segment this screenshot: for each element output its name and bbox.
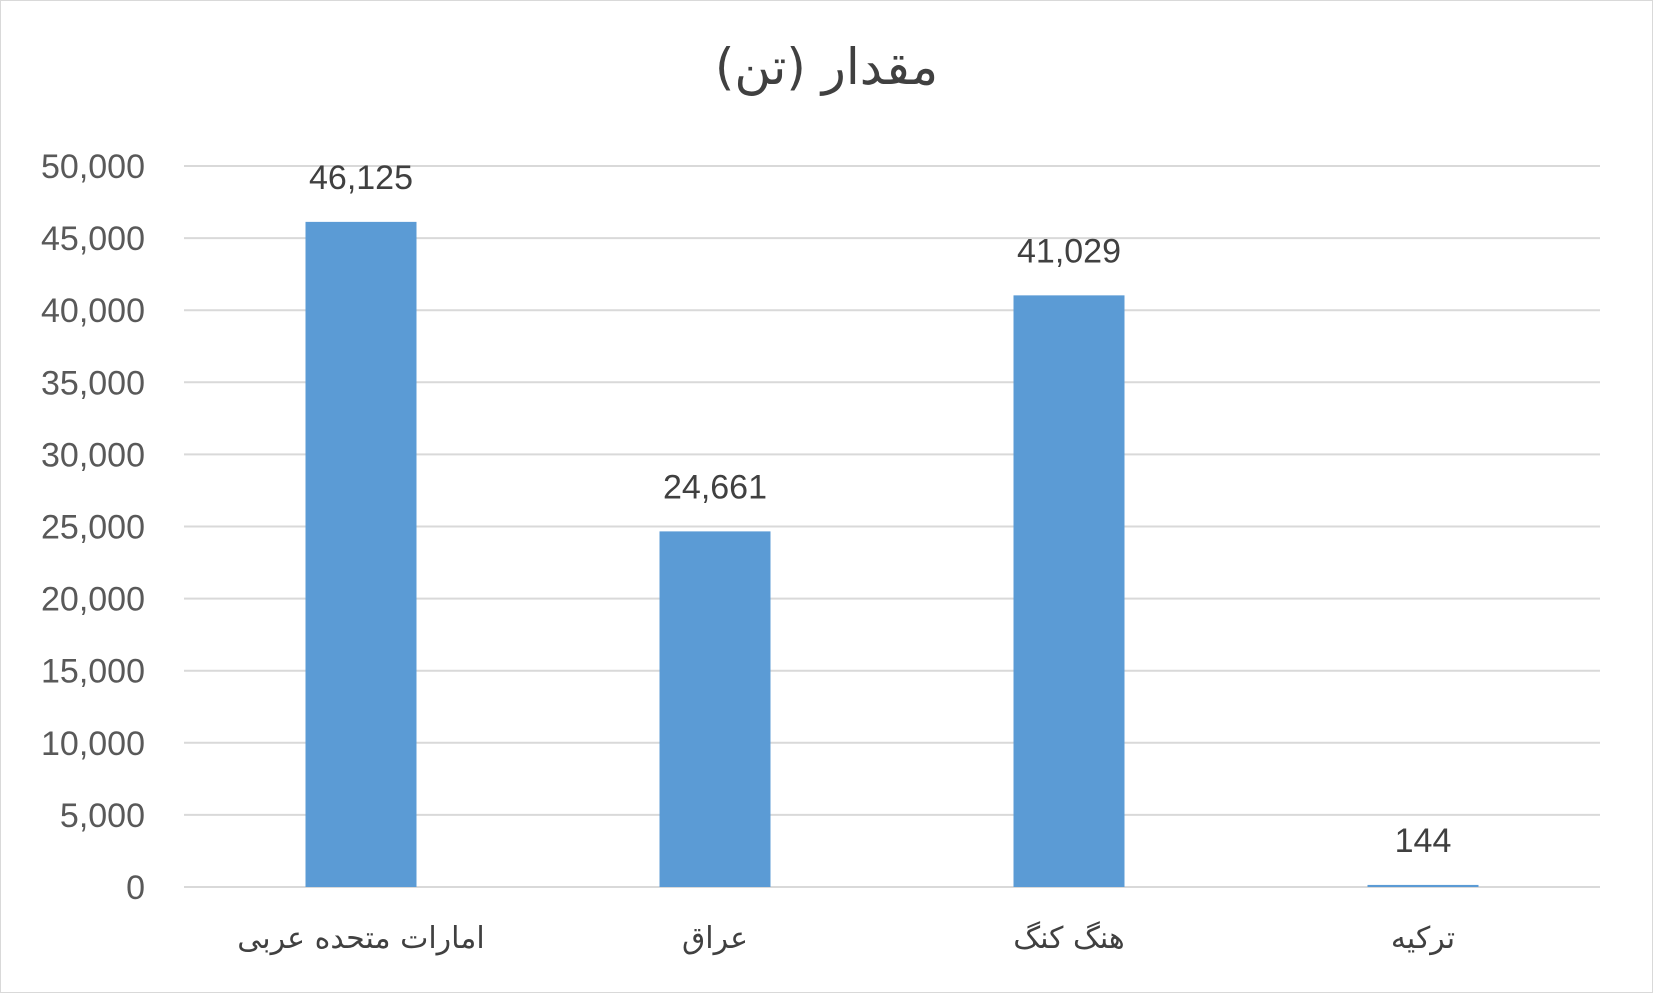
y-tick-label: 35,000 bbox=[41, 364, 145, 402]
data-label: 24,661 bbox=[663, 468, 767, 506]
bars bbox=[305, 221, 1479, 887]
y-tick-label: 25,000 bbox=[41, 509, 145, 547]
y-tick-label: 30,000 bbox=[41, 436, 145, 474]
chart-title: مقدار (تن) bbox=[714, 38, 939, 96]
bar bbox=[1367, 884, 1479, 887]
category-label: عراق bbox=[682, 921, 748, 956]
data-label: 41,029 bbox=[1017, 232, 1121, 270]
category-label: هنگ کنگ bbox=[1013, 921, 1124, 956]
category-label: ترکیه bbox=[1391, 921, 1455, 956]
bar bbox=[305, 221, 417, 887]
y-tick-label: 0 bbox=[126, 869, 145, 907]
data-label: 144 bbox=[1395, 822, 1452, 860]
y-tick-label: 50,000 bbox=[41, 148, 145, 186]
y-tick-label: 10,000 bbox=[41, 725, 145, 763]
bar bbox=[659, 531, 771, 887]
y-tick-label: 15,000 bbox=[41, 653, 145, 691]
category-labels: امارات متحده عربی عراق هنگ کنگ ترکیه bbox=[237, 921, 1455, 956]
bar bbox=[1013, 295, 1125, 887]
y-tick-label: 20,000 bbox=[41, 581, 145, 619]
y-tick-label: 5,000 bbox=[60, 797, 145, 835]
data-label: 46,125 bbox=[309, 159, 413, 197]
y-tick-label: 40,000 bbox=[41, 292, 145, 330]
data-labels: 46,125 24,661 41,029 144 bbox=[309, 159, 1451, 860]
gridlines bbox=[184, 165, 1600, 888]
category-label: امارات متحده عربی bbox=[237, 921, 484, 956]
y-axis-ticks: 0 5,000 10,000 15,000 20,000 25,000 30,000 35,0… bbox=[41, 148, 145, 907]
y-tick-label: 45,000 bbox=[41, 220, 145, 258]
